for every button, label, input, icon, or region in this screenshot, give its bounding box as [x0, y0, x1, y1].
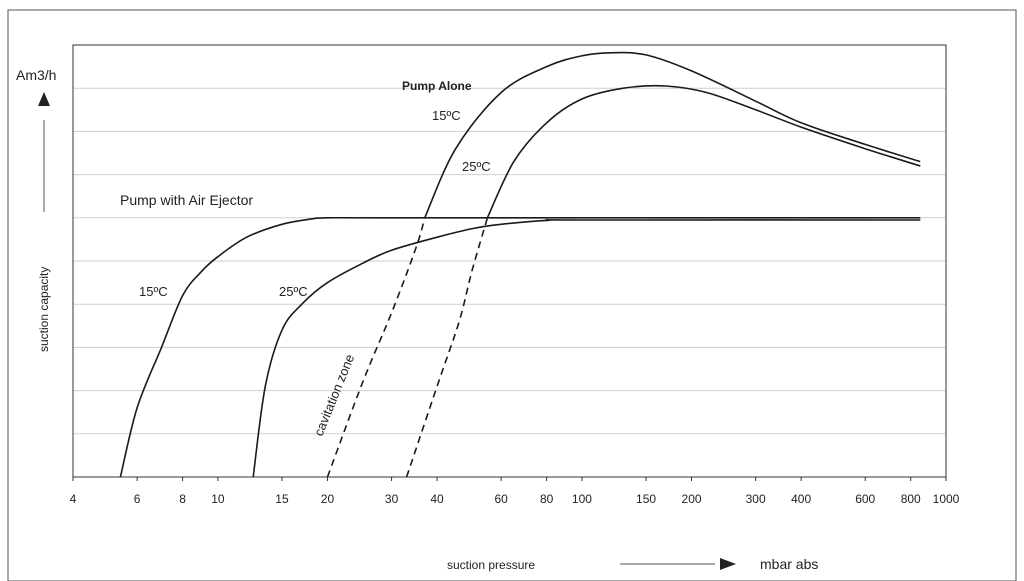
series-line-2 [119, 216, 921, 478]
series-group [119, 51, 921, 478]
annotation-ejector-15c: 15ºC [139, 284, 168, 299]
x-tick-label: 10 [211, 492, 225, 506]
annotation-ejector-25c: 25ºC [279, 284, 308, 299]
x-tick-label: 15 [275, 492, 289, 506]
x-tick-label: 1000 [933, 492, 960, 506]
annotation-pump-alone-25c: 25ºC [462, 159, 491, 174]
x-tick-label: 600 [855, 492, 875, 506]
y-axis-label: suction capacity [37, 267, 51, 352]
x-tick-label: 60 [494, 492, 508, 506]
x-axis-label: suction pressure [447, 558, 535, 572]
y-axis-arrow-icon [38, 92, 50, 106]
x-tick-label: 20 [321, 492, 335, 506]
x-axis-ticks: 4 6 8 10 15 20 30 40 60 80 100 150 200 300 400 600 800 10… [70, 477, 960, 506]
annotation-pump-with-air-ejector: Pump with Air Ejector [120, 192, 253, 208]
series-line-5 [405, 217, 489, 478]
x-tick-label: 150 [636, 492, 656, 506]
x-tick-label: 6 [134, 492, 141, 506]
y-axis-unit: Am3/h [16, 67, 56, 83]
x-tick-label: 8 [179, 492, 186, 506]
annotation-pump-alone: Pump Alone [402, 79, 472, 93]
x-tick-label: 30 [385, 492, 399, 506]
x-tick-label: 4 [70, 492, 77, 506]
x-tick-label: 200 [682, 492, 702, 506]
annotation-pump-alone-15c: 15ºC [432, 108, 461, 123]
x-tick-label: 300 [746, 492, 766, 506]
x-tick-label: 400 [791, 492, 811, 506]
x-tick-label: 40 [430, 492, 444, 506]
x-axis-unit: mbar abs [760, 556, 818, 572]
chart-frame [7, 9, 1017, 581]
series-line-0 [423, 51, 921, 219]
series-line-1 [486, 84, 921, 219]
x-tick-label: 800 [901, 492, 921, 506]
x-tick-label: 100 [572, 492, 592, 506]
series-line-3 [252, 219, 921, 478]
x-axis-arrow-icon [720, 558, 736, 570]
x-tick-label: 80 [540, 492, 554, 506]
plot-area [72, 44, 947, 478]
series-line-4 [326, 217, 426, 478]
